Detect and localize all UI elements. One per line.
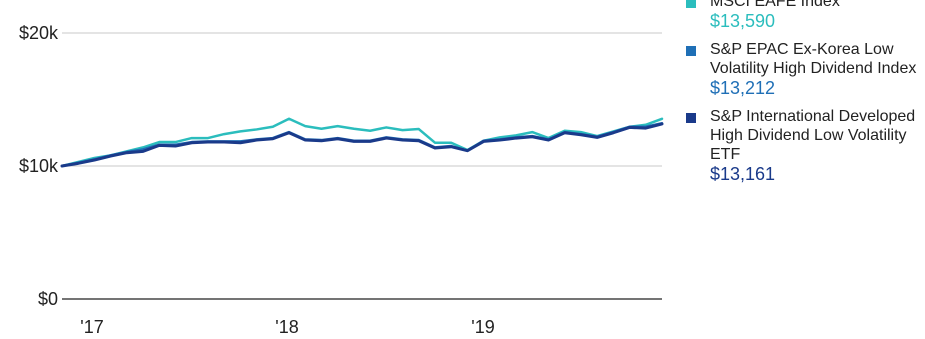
legend-swatch-sp-epac [686, 46, 696, 56]
legend-label-msci-eafe: MSCI EAFE Index [710, 0, 840, 10]
series-line-sp-intl-etf [60, 122, 664, 168]
y-tick-label-20k: $20k [19, 23, 59, 43]
gridlines [62, 32, 662, 300]
legend-value-msci-eafe: $13,590 [710, 11, 776, 31]
y-tick-label-0: $0 [38, 289, 58, 309]
legend-swatch-sp-intl-etf [686, 113, 696, 123]
legend-label-sp-intl-etf: S&P International Developed High Dividen… [710, 108, 916, 163]
legend-value-sp-intl-etf: $13,161 [710, 164, 776, 184]
x-tick-label-2019: '19 [471, 317, 494, 337]
legend-item-sp-intl-etf: S&P International Developed High Dividen… [686, 107, 921, 185]
legend-item-msci-eafe: MSCI EAFE Index $13,590 [686, 0, 921, 32]
y-axis: $20k $10k $0 [19, 23, 59, 309]
x-tick-label-2018: '18 [275, 317, 298, 337]
y-tick-label-10k: $10k [19, 156, 59, 176]
legend-value-sp-epac: $13,212 [710, 78, 776, 98]
legend-item-sp-epac: S&P EPAC Ex-Korea Low Volatility High Di… [686, 40, 921, 99]
x-axis: '17 '18 '19 [80, 317, 494, 337]
legend-swatch-msci-eafe [686, 0, 696, 8]
legend-label-sp-epac: S&P EPAC Ex-Korea Low Volatility High Di… [710, 41, 917, 77]
x-tick-label-2017: '17 [80, 317, 103, 337]
series-lines [60, 117, 664, 168]
legend: MSCI EAFE Index $13,590 S&P EPAC Ex-Kore… [686, 0, 921, 193]
